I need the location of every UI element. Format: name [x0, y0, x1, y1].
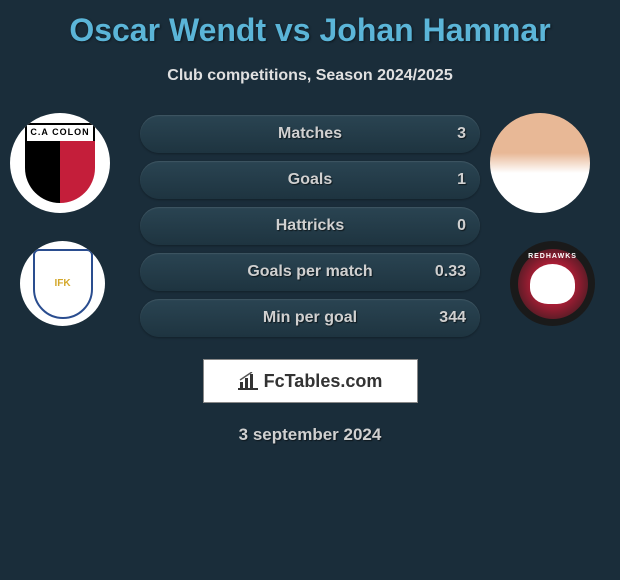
chart-icon	[238, 372, 258, 390]
stat-row-goals: Goals 1	[140, 161, 480, 199]
date-text: 3 september 2024	[0, 425, 620, 445]
stat-value: 1	[426, 171, 466, 189]
badge-bottom-left: IFK	[20, 241, 105, 326]
stat-label: Goals per match	[194, 263, 426, 281]
ifk-shield-icon: IFK	[33, 249, 93, 319]
stat-label: Hattricks	[194, 217, 426, 235]
redhawks-shield-icon: REDHAWKS	[518, 249, 588, 319]
player-photo-icon	[490, 113, 590, 213]
stat-value: 0.33	[426, 263, 466, 281]
stat-value: 3	[426, 125, 466, 143]
stat-row-hattricks: Hattricks 0	[140, 207, 480, 245]
colon-label: C.A COLON	[25, 123, 95, 141]
redhawks-label: REDHAWKS	[528, 253, 577, 260]
stat-row-min-per-goal: Min per goal 344	[140, 299, 480, 337]
stat-row-goals-per-match: Goals per match 0.33	[140, 253, 480, 291]
brand-box[interactable]: FcTables.com	[203, 359, 418, 403]
stat-value: 344	[426, 309, 466, 327]
page-title: Oscar Wendt vs Johan Hammar	[0, 0, 620, 49]
stat-label: Matches	[194, 125, 426, 143]
colon-shield-icon: C.A COLON	[25, 123, 95, 203]
stat-label: Min per goal	[194, 309, 426, 327]
stats-list: Matches 3 Goals 1 Hattricks 0 Goals per …	[140, 113, 480, 337]
stat-label: Goals	[194, 171, 426, 189]
comparison-content: C.A COLON IFK REDHAWKS Matches 3 Goals 1	[0, 113, 620, 337]
badge-top-right	[490, 113, 590, 213]
badge-top-left: C.A COLON	[10, 113, 110, 213]
brand-label: FcTables.com	[264, 371, 383, 392]
badge-bottom-right: REDHAWKS	[510, 241, 595, 326]
subtitle: Club competitions, Season 2024/2025	[0, 67, 620, 85]
stat-row-matches: Matches 3	[140, 115, 480, 153]
stat-value: 0	[426, 217, 466, 235]
